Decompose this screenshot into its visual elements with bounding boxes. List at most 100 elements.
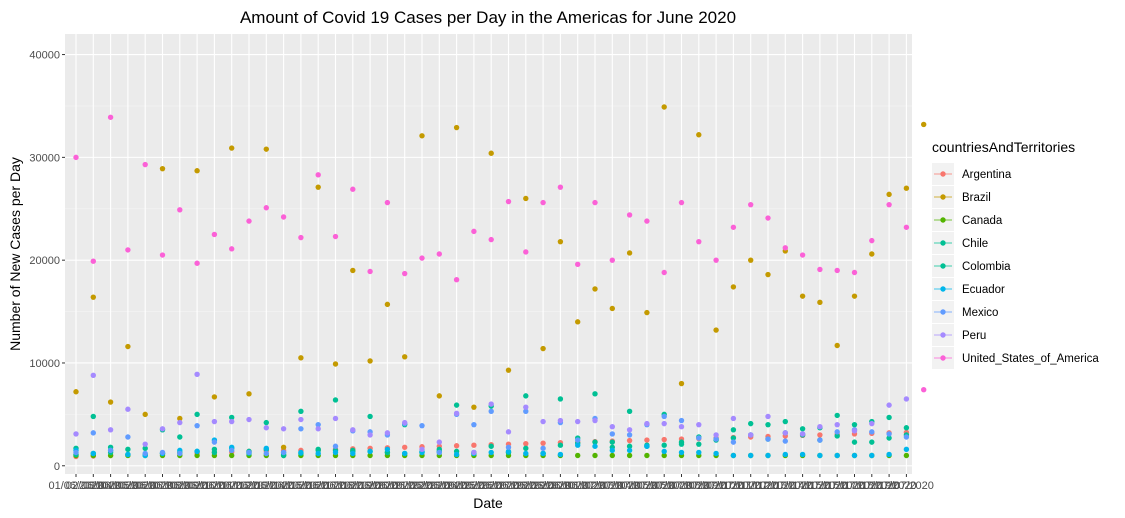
data-point (661, 452, 667, 459)
data-point (609, 431, 615, 437)
data-point (903, 224, 910, 230)
data-point (886, 414, 892, 421)
data-point (488, 408, 494, 414)
x-tick-label: 14/06/2020 (273, 480, 328, 492)
data-point (557, 396, 564, 402)
legend-title: countriesAndTerritories (932, 139, 1075, 155)
data-point (834, 433, 840, 439)
data-point (696, 449, 702, 456)
data-point (298, 355, 304, 361)
legend-key-point (940, 194, 946, 200)
x-tick-label: 16/06/2020 (308, 480, 363, 492)
data-point (436, 439, 442, 445)
data-point (350, 427, 356, 433)
data-point (367, 448, 373, 455)
data-point (834, 412, 840, 419)
data-point (107, 114, 114, 120)
data-point (90, 294, 97, 300)
data-point (799, 426, 806, 432)
data-point (678, 380, 685, 387)
data-point (696, 421, 702, 428)
data-point (177, 450, 183, 457)
data-point (678, 449, 685, 456)
data-point (886, 451, 892, 458)
legend-item: Canada (932, 209, 1003, 231)
data-point (799, 431, 806, 437)
y-tick-label: 30000 (29, 152, 60, 164)
data-point (869, 439, 875, 445)
data-point (713, 257, 719, 263)
data-point (834, 429, 840, 435)
data-point (194, 168, 200, 174)
data-point (886, 435, 892, 441)
legend-label: Chile (962, 238, 988, 250)
data-point (229, 145, 235, 151)
series-united-states-of-america (73, 114, 927, 393)
data-point (799, 451, 806, 458)
data-point (107, 447, 114, 454)
data-point (661, 448, 667, 455)
data-point (488, 449, 494, 456)
data-point (453, 443, 460, 449)
data-point (402, 444, 408, 450)
data-point (419, 255, 425, 261)
data-point (73, 431, 79, 437)
data-point (678, 439, 685, 445)
legend-items: Argentina Brazil Canada Chile Colombia Ecuado… (932, 163, 1099, 369)
data-point (609, 257, 615, 263)
x-tick-label: 27/06/2020 (498, 480, 553, 492)
data-point (903, 396, 910, 402)
data-point (211, 439, 218, 445)
data-point (523, 445, 529, 451)
data-point (540, 440, 546, 446)
data-point (350, 450, 356, 457)
data-point (765, 215, 771, 221)
y-axis: 0 10000 20000 30000 40000 (29, 50, 65, 473)
data-point (453, 410, 460, 417)
data-point (471, 404, 477, 410)
data-point (280, 444, 287, 450)
data-point (332, 397, 339, 403)
data-point (125, 247, 131, 253)
data-point (505, 444, 512, 450)
data-point (263, 205, 269, 211)
data-point (125, 451, 131, 458)
data-point (90, 372, 97, 379)
data-point (713, 436, 719, 442)
data-point (661, 413, 667, 420)
data-point (540, 445, 546, 451)
legend-label: Ecuador (962, 284, 1005, 296)
x-tick-label: 08/07/2020 (689, 480, 744, 492)
data-point (315, 421, 321, 428)
data-point (194, 411, 200, 418)
data-point (851, 439, 858, 445)
data-point (73, 154, 79, 161)
data-point (713, 432, 719, 438)
data-point (367, 413, 373, 420)
data-point (730, 427, 737, 433)
data-point (523, 195, 529, 202)
x-tick-label: 04/06/2020 (100, 480, 155, 492)
data-point (350, 267, 356, 274)
data-point (315, 446, 321, 453)
data-point (540, 450, 546, 457)
x-tick-label: 13/06/2020 (256, 480, 311, 492)
data-point (713, 327, 719, 333)
data-point (817, 452, 823, 459)
data-point (332, 233, 339, 240)
data-point (921, 121, 927, 128)
data-point (332, 443, 339, 449)
data-point (644, 420, 650, 427)
data-point (246, 449, 252, 456)
legend-item: United_States_of_America (932, 347, 1099, 369)
data-point (280, 449, 287, 456)
x-tick-label: 29/06/2020 (533, 480, 588, 492)
data-point (211, 418, 218, 425)
data-point (903, 452, 910, 459)
data-point (921, 387, 927, 393)
data-point (851, 269, 858, 276)
data-point (730, 452, 737, 459)
x-tick-label: 02/06/2020 (66, 480, 121, 492)
data-point (782, 438, 788, 444)
